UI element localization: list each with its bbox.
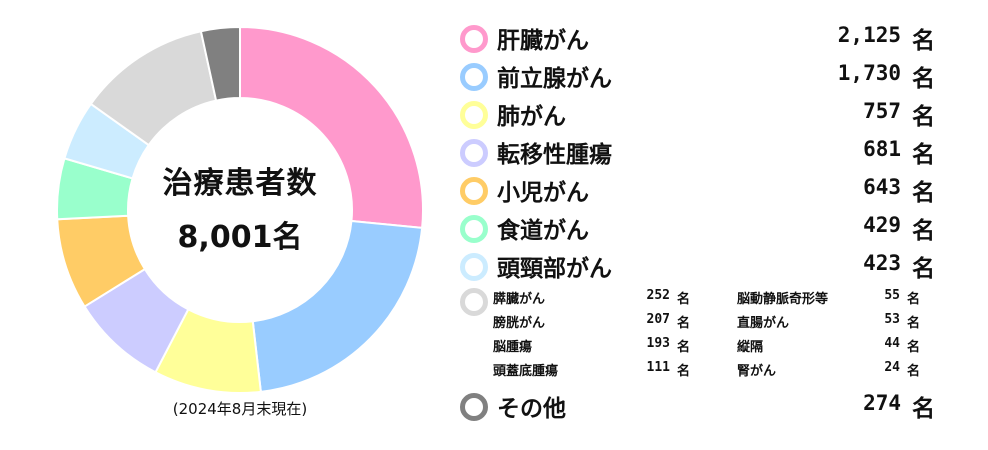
- legend-item-prostate: 前立腺がん 1,730 名: [455, 58, 935, 96]
- center-total: 8,001名: [177, 220, 303, 255]
- minor-label: 直腸がん: [737, 316, 790, 331]
- minor-unit: 名: [907, 316, 921, 331]
- legend-ring-icon: [460, 101, 488, 129]
- legend-ring-icon: [460, 63, 488, 91]
- legend-ring-icon: [460, 25, 488, 53]
- minor-value: 24: [884, 360, 900, 375]
- minor-value: 111: [646, 360, 670, 375]
- minor-value: 44: [884, 336, 900, 351]
- legend-unit: 名: [912, 396, 935, 422]
- center-title: 治療患者数: [162, 166, 318, 201]
- legend-ring-icon: [460, 177, 488, 205]
- legend-unit: 名: [912, 180, 935, 206]
- minor-label: 腎がん: [737, 364, 777, 379]
- minor-value: 53: [884, 312, 900, 327]
- as-of-note: (2024年8月末現在): [172, 400, 308, 418]
- legend-value: 643: [863, 175, 901, 199]
- legend-item-other: その他 274 名: [455, 388, 935, 426]
- donut-slice-1: [251, 219, 424, 393]
- legend-ring-icon: [460, 215, 488, 243]
- legend-item-liver: 肝臓がん 2,125 名: [455, 20, 935, 58]
- donut-chart: [56, 25, 424, 394]
- minor-label: 頭蓋底腫瘍: [493, 364, 559, 379]
- donut-slice-0: [239, 25, 424, 229]
- minor-label: 膀胱がん: [493, 316, 546, 331]
- legend-value: 1,730: [837, 61, 901, 85]
- legend-value: 681: [863, 137, 901, 161]
- legend-ring-icon: [460, 393, 488, 421]
- legend-item-head-neck: 頭頸部がん 423 名: [455, 248, 935, 286]
- legend-ring-icon: [460, 253, 488, 281]
- legend-label: 食道がん: [497, 218, 589, 244]
- minor-unit: 名: [907, 340, 921, 355]
- minor-unit: 名: [907, 364, 921, 379]
- minor-label: 縦隔: [737, 340, 764, 355]
- legend-unit: 名: [912, 66, 935, 92]
- minor-value: 55: [884, 288, 900, 303]
- minor-unit: 名: [677, 364, 691, 379]
- legend-value: 757: [863, 99, 901, 123]
- legend: 肝臓がん 2,125 名 前立腺がん 1,730 名 肺がん 757 名 転移性…: [455, 20, 935, 426]
- minor-label: 脳腫瘍: [493, 340, 533, 355]
- legend-minor-group: 膵臓がん 252 名 膀胱がん 207 名 脳腫瘍 193 名 頭蓋底腫瘍 11…: [455, 286, 935, 388]
- legend-label: その他: [497, 396, 566, 422]
- minor-value: 193: [646, 336, 670, 351]
- legend-ring-icon: [460, 139, 488, 167]
- legend-item-esophageal: 食道がん 429 名: [455, 210, 935, 248]
- minor-label: 膵臓がん: [493, 292, 546, 307]
- minor-unit: 名: [677, 316, 691, 331]
- minor-label: 脳動静脈奇形等: [737, 292, 829, 307]
- minor-unit: 名: [677, 340, 691, 355]
- legend-item-lung: 肺がん 757 名: [455, 96, 935, 134]
- legend-value: 2,125: [837, 23, 901, 47]
- legend-item-pediatric: 小児がん 643 名: [455, 172, 935, 210]
- minor-unit: 名: [907, 292, 921, 307]
- minor-value: 207: [646, 312, 670, 327]
- legend-label: 頭頸部がん: [497, 256, 612, 282]
- legend-unit: 名: [912, 256, 935, 282]
- legend-unit: 名: [912, 28, 935, 54]
- legend-ring-icon: [460, 288, 488, 316]
- legend-value: 274: [863, 391, 901, 415]
- legend-label: 小児がん: [497, 180, 589, 206]
- minor-unit: 名: [677, 292, 691, 307]
- legend-value: 429: [863, 213, 901, 237]
- legend-value: 423: [863, 251, 901, 275]
- minor-value: 252: [646, 288, 670, 303]
- legend-item-metastatic: 転移性腫瘍 681 名: [455, 134, 935, 172]
- legend-label: 肺がん: [497, 104, 566, 130]
- legend-unit: 名: [912, 142, 935, 168]
- legend-label: 前立腺がん: [497, 66, 612, 92]
- legend-label: 肝臓がん: [497, 28, 589, 54]
- donut-slice-8: [199, 25, 241, 102]
- legend-label: 転移性腫瘍: [497, 142, 612, 168]
- legend-unit: 名: [912, 104, 935, 130]
- legend-unit: 名: [912, 218, 935, 244]
